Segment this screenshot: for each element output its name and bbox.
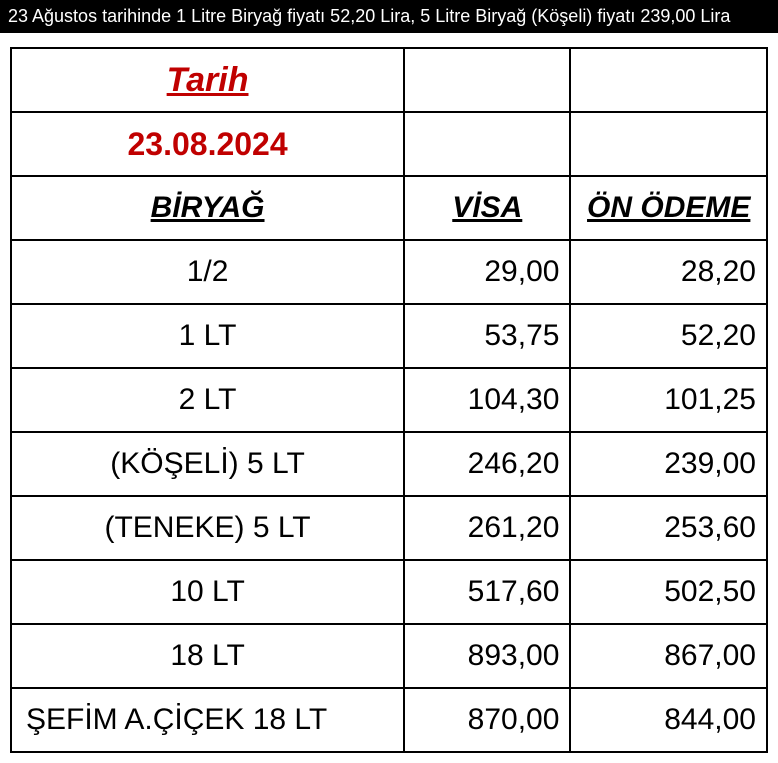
product-cell: 18 LT <box>11 624 404 688</box>
empty-cell <box>404 112 570 176</box>
table-row: (TENEKE) 5 LT261,20253,60 <box>11 496 767 560</box>
table-row: 18 LT893,00867,00 <box>11 624 767 688</box>
column-header-row: BİRYAĞ VİSA ÖN ÖDEME <box>11 176 767 240</box>
on-odeme-cell: 502,50 <box>570 560 767 624</box>
empty-cell <box>570 112 767 176</box>
table-row: 10 LT517,60502,50 <box>11 560 767 624</box>
col-header-visa: VİSA <box>404 176 570 240</box>
visa-cell: 29,00 <box>404 240 570 304</box>
product-cell: ŞEFİM A.ÇİÇEK 18 LT <box>11 688 404 752</box>
empty-cell <box>404 48 570 112</box>
product-cell: (KÖŞELİ) 5 LT <box>11 432 404 496</box>
table-row: (KÖŞELİ) 5 LT246,20239,00 <box>11 432 767 496</box>
title-row: Tarih <box>11 48 767 112</box>
col-header-product: BİRYAĞ <box>11 176 404 240</box>
product-cell: (TENEKE) 5 LT <box>11 496 404 560</box>
title-label: Tarih <box>11 48 404 112</box>
on-odeme-cell: 867,00 <box>570 624 767 688</box>
empty-cell <box>570 48 767 112</box>
price-table-container: Tarih 23.08.2024 BİRYAĞ VİSA ÖN ÖDEME 1/… <box>0 33 778 763</box>
visa-cell: 53,75 <box>404 304 570 368</box>
on-odeme-cell: 52,20 <box>570 304 767 368</box>
visa-cell: 104,30 <box>404 368 570 432</box>
visa-cell: 246,20 <box>404 432 570 496</box>
visa-cell: 870,00 <box>404 688 570 752</box>
product-cell: 1 LT <box>11 304 404 368</box>
table-row: 1/229,0028,20 <box>11 240 767 304</box>
on-odeme-cell: 101,25 <box>570 368 767 432</box>
header-caption: 23 Ağustos tarihinde 1 Litre Biryağ fiya… <box>0 0 778 33</box>
col-header-on-odeme: ÖN ÖDEME <box>570 176 767 240</box>
price-table: Tarih 23.08.2024 BİRYAĞ VİSA ÖN ÖDEME 1/… <box>10 47 768 753</box>
on-odeme-cell: 28,20 <box>570 240 767 304</box>
on-odeme-cell: 239,00 <box>570 432 767 496</box>
product-cell: 10 LT <box>11 560 404 624</box>
date-value: 23.08.2024 <box>11 112 404 176</box>
visa-cell: 517,60 <box>404 560 570 624</box>
product-cell: 1/2 <box>11 240 404 304</box>
date-row: 23.08.2024 <box>11 112 767 176</box>
table-row: ŞEFİM A.ÇİÇEK 18 LT870,00844,00 <box>11 688 767 752</box>
table-row: 2 LT104,30101,25 <box>11 368 767 432</box>
visa-cell: 261,20 <box>404 496 570 560</box>
product-cell: 2 LT <box>11 368 404 432</box>
visa-cell: 893,00 <box>404 624 570 688</box>
table-row: 1 LT53,7552,20 <box>11 304 767 368</box>
on-odeme-cell: 844,00 <box>570 688 767 752</box>
on-odeme-cell: 253,60 <box>570 496 767 560</box>
